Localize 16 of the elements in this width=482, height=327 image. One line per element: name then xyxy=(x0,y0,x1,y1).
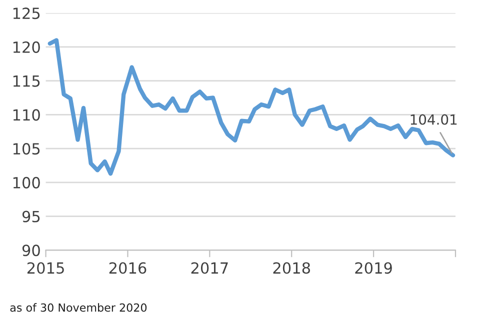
x-tick-label: 2019 xyxy=(355,262,392,274)
x-tick-label: 2017 xyxy=(191,262,228,274)
y-tick-label: 120 xyxy=(13,41,40,53)
y-tick-label: 100 xyxy=(13,176,40,188)
x-tick-label: 2018 xyxy=(273,262,310,274)
y-tick-label: 110 xyxy=(13,109,40,121)
x-tick-label: 2015 xyxy=(27,262,64,274)
y-tick-label: 90 xyxy=(22,244,40,256)
y-tick-label: 115 xyxy=(13,75,40,87)
text: as of 30 November 2020 xyxy=(10,303,147,312)
y-tick-label: 95 xyxy=(22,210,40,222)
y-tick-label: 125 xyxy=(13,8,40,20)
line-series xyxy=(48,38,456,176)
y-tick-label: 105 xyxy=(13,143,40,155)
annotation: 104.01 xyxy=(410,114,457,125)
x-tick-label: 2016 xyxy=(109,262,146,274)
